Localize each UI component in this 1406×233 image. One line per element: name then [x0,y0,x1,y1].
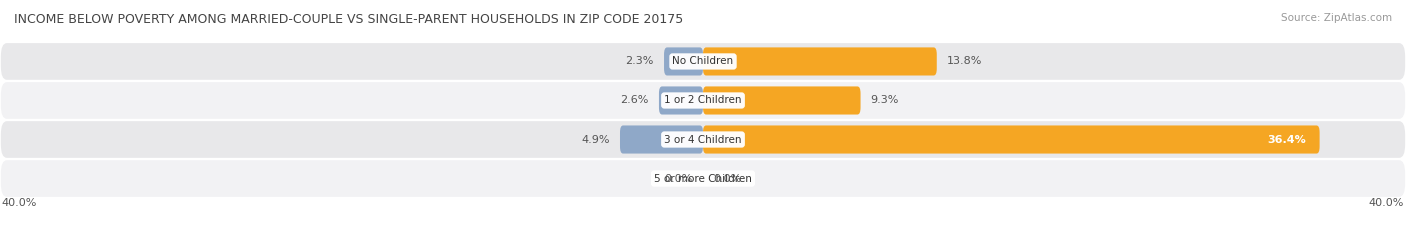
FancyBboxPatch shape [1,82,1405,119]
FancyBboxPatch shape [703,125,1320,154]
FancyBboxPatch shape [1,43,1405,80]
Text: Source: ZipAtlas.com: Source: ZipAtlas.com [1281,13,1392,23]
Text: 4.9%: 4.9% [581,134,610,144]
FancyBboxPatch shape [620,125,703,154]
Text: 9.3%: 9.3% [870,96,898,106]
Text: 13.8%: 13.8% [946,56,983,66]
Text: INCOME BELOW POVERTY AMONG MARRIED-COUPLE VS SINGLE-PARENT HOUSEHOLDS IN ZIP COD: INCOME BELOW POVERTY AMONG MARRIED-COUPL… [14,13,683,26]
Text: 40.0%: 40.0% [1,198,37,208]
Text: 1 or 2 Children: 1 or 2 Children [664,96,742,106]
FancyBboxPatch shape [1,121,1405,158]
FancyBboxPatch shape [703,47,936,75]
Text: 36.4%: 36.4% [1267,134,1306,144]
Text: 0.0%: 0.0% [665,174,693,184]
Text: 0.0%: 0.0% [713,174,741,184]
Text: 5 or more Children: 5 or more Children [654,174,752,184]
FancyBboxPatch shape [703,86,860,115]
FancyBboxPatch shape [659,86,703,115]
Text: 2.3%: 2.3% [626,56,654,66]
Text: 3 or 4 Children: 3 or 4 Children [664,134,742,144]
Text: 40.0%: 40.0% [1369,198,1405,208]
FancyBboxPatch shape [1,160,1405,197]
FancyBboxPatch shape [664,47,703,75]
Text: No Children: No Children [672,56,734,66]
Text: 2.6%: 2.6% [620,96,648,106]
